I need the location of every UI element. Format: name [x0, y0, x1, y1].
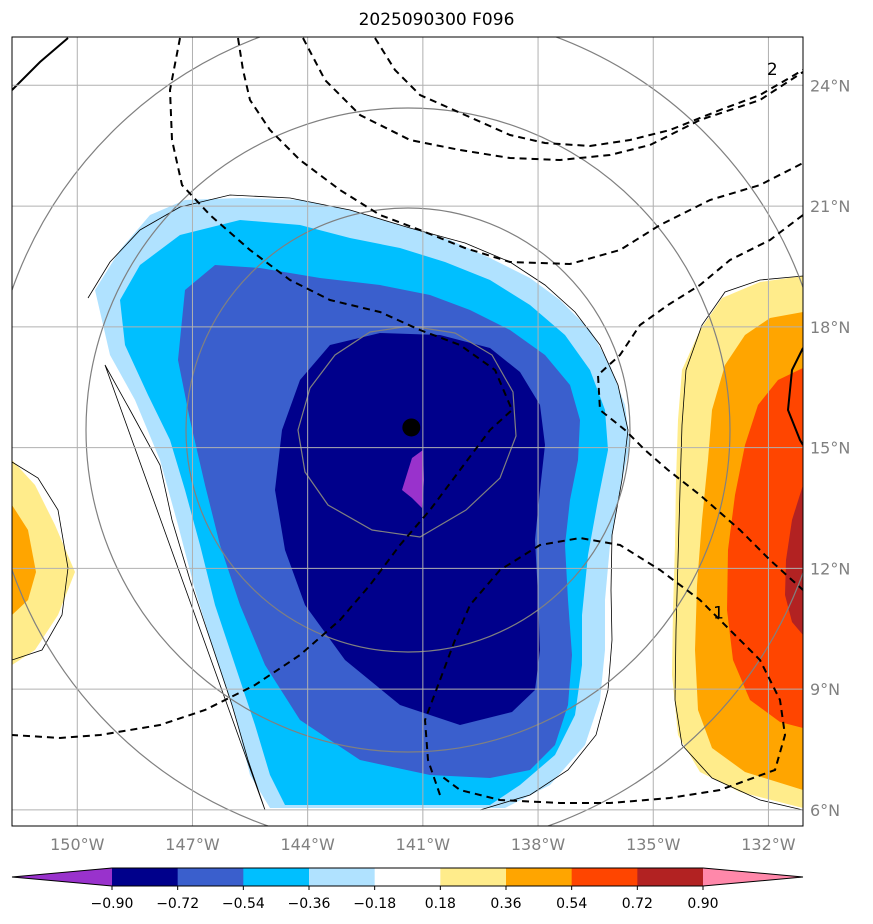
lat-tick-label: 9°N	[810, 680, 840, 699]
shade-orange-left	[12, 505, 36, 615]
colorbar-tick-labels: −0.90 −0.72 −0.54 −0.36 −0.18 0.18 0.36 0.54 0.7…	[91, 886, 719, 912]
lon-tick-label: 150°W	[50, 835, 105, 854]
map-title: 2025090300 F096	[358, 10, 515, 30]
shade-lightyellow-left	[12, 460, 75, 665]
colorbar-extend-low	[12, 868, 112, 886]
colorbar-tick-label: −0.72	[156, 896, 199, 912]
contour-labels: 21	[713, 60, 778, 623]
colorbar-extend-high	[703, 868, 803, 886]
colorbar-swatch	[374, 868, 441, 886]
colorbar-swatch	[506, 868, 573, 886]
colorbar-swatch	[112, 868, 179, 886]
colorbar-tick-label: −0.36	[288, 896, 331, 912]
dashed-contour-1	[12, 37, 514, 740]
lat-tick-label: 21°N	[810, 197, 850, 216]
lat-tick-label: 15°N	[810, 439, 850, 458]
outline-contour-r	[786, 347, 803, 446]
dashed-contours	[12, 37, 803, 804]
lat-tick-label: 12°N	[810, 559, 850, 578]
colorbar-tick-label: 0.36	[490, 896, 521, 912]
colorbar-swatch	[177, 868, 244, 886]
colorbar-tick-label: −0.54	[222, 896, 265, 912]
colorbar-swatch	[309, 868, 376, 886]
dashed-contour-3	[302, 37, 803, 162]
lat-tick-labels: 24°N 21°N 18°N 15°N 12°N 9°N 6°N	[810, 76, 850, 820]
colorbar-swatch	[243, 868, 310, 886]
colorbar-tick-label: 0.18	[425, 896, 456, 912]
dashed-contour-2	[237, 37, 803, 266]
lon-tick-label: 138°W	[511, 835, 566, 854]
gridlines	[12, 37, 803, 826]
colorbar	[11, 867, 804, 887]
colorbar-tick-label: 0.72	[622, 896, 653, 912]
contour-label: 2	[767, 60, 778, 80]
lon-tick-label: 135°W	[626, 835, 681, 854]
range-rings	[12, 37, 803, 826]
outline-contour-right	[674, 275, 803, 811]
dashed-contour-6	[423, 536, 787, 804]
lat-tick-label: 24°N	[810, 76, 850, 95]
colorbar-tick-label: −0.90	[91, 896, 134, 912]
outline-contour-blue	[87, 194, 629, 811]
shade-firebrick	[785, 485, 803, 635]
contour-label: 1	[713, 604, 724, 624]
map-plot-area	[12, 37, 803, 826]
outline-contour-tl	[12, 37, 69, 91]
colorbar-tick-label: 0.90	[687, 896, 718, 912]
dashed-contour-5	[596, 214, 803, 591]
dashed-contour-4	[374, 37, 803, 148]
colorbar-swatch	[637, 868, 704, 886]
map-frame	[11, 36, 804, 827]
lon-tick-label: 141°W	[396, 835, 451, 854]
lon-tick-label: 147°W	[165, 835, 220, 854]
lon-tick-label: 132°W	[741, 835, 796, 854]
colorbar-swatch	[571, 868, 638, 886]
lat-tick-label: 6°N	[810, 801, 840, 820]
storm-center-marker	[402, 418, 421, 437]
lon-tick-label: 144°W	[280, 835, 335, 854]
lat-tick-label: 18°N	[810, 318, 850, 337]
lon-tick-labels: 150°W 147°W 144°W 141°W 138°W 135°W 132°W	[50, 835, 796, 854]
colorbar-tick-label: 0.54	[556, 896, 587, 912]
colorbar-swatch	[440, 868, 507, 886]
shade-darkorchid	[402, 450, 424, 508]
shade-orangered	[727, 368, 803, 728]
colorbar-tick-label: −0.18	[353, 896, 396, 912]
shade-navy	[275, 333, 545, 725]
